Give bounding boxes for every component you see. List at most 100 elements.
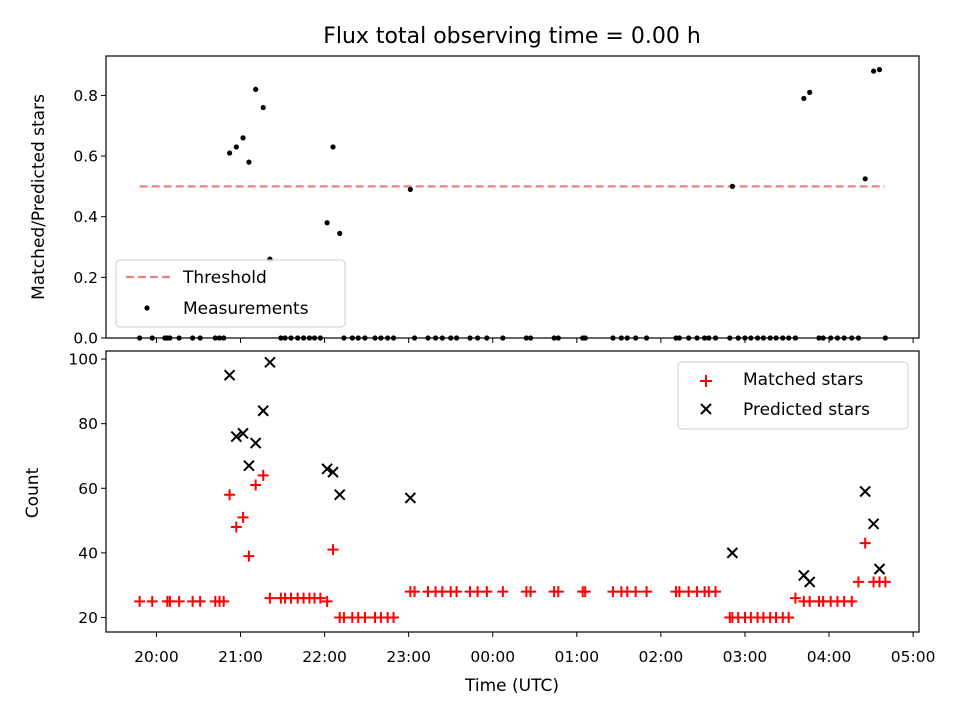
legend-predicted-marker bbox=[700, 403, 712, 415]
measurement-point bbox=[773, 335, 779, 341]
top-y-tick-label: 0.0 bbox=[73, 330, 98, 348]
measurement-point bbox=[500, 335, 506, 341]
measurement-point bbox=[706, 335, 712, 341]
matched-star-point bbox=[321, 595, 333, 607]
matched-star-point bbox=[673, 586, 685, 598]
measurement-point bbox=[735, 335, 741, 341]
measurement-point bbox=[820, 335, 826, 341]
x-axis-label: Time (UTC) bbox=[464, 676, 559, 696]
measurement-point bbox=[349, 335, 355, 341]
matched-star-point bbox=[497, 586, 509, 598]
measurement-point bbox=[767, 335, 773, 341]
legend-threshold-label: Threshold bbox=[182, 268, 267, 288]
x-tick-label: 02:00 bbox=[639, 648, 684, 666]
matched-star-point bbox=[789, 592, 801, 604]
measurement-point bbox=[337, 230, 343, 236]
measurement-point bbox=[855, 335, 862, 341]
measurement-point bbox=[324, 220, 330, 226]
x-tick-label: 20:00 bbox=[134, 648, 179, 666]
predicted-star-point bbox=[321, 463, 333, 475]
matched-star-point bbox=[579, 586, 591, 598]
x-tick-label: 21:00 bbox=[218, 648, 263, 666]
measurement-point bbox=[712, 335, 719, 341]
top-legend-box bbox=[115, 259, 346, 328]
x-tick-label: 00:00 bbox=[470, 648, 515, 666]
matched-star-point bbox=[783, 611, 795, 623]
matched-star-point bbox=[218, 595, 230, 607]
matched-star-point bbox=[525, 586, 537, 598]
measurement-point bbox=[484, 335, 490, 341]
measurement-point bbox=[882, 335, 888, 341]
bottom-legend: Matched stars Predicted stars bbox=[677, 361, 909, 430]
matched-star-point bbox=[630, 586, 642, 598]
matched-star-point bbox=[852, 576, 864, 588]
measurement-point bbox=[362, 335, 368, 341]
bottom-plot-content bbox=[134, 356, 891, 623]
matched-star-point bbox=[710, 586, 722, 598]
x-tick-label: 23:00 bbox=[386, 648, 431, 666]
measurement-point bbox=[355, 335, 361, 341]
matched-star-point bbox=[146, 595, 158, 607]
measurement-point bbox=[694, 335, 700, 341]
measurement-point bbox=[212, 335, 218, 341]
bottom-plot-area bbox=[105, 350, 920, 633]
matched-star-point bbox=[846, 595, 858, 607]
measurement-point bbox=[792, 335, 799, 341]
measurement-point bbox=[167, 335, 173, 341]
measurement-point bbox=[801, 95, 807, 102]
measurement-point bbox=[385, 335, 391, 341]
predicted-star-point bbox=[726, 547, 739, 559]
matched-star-point bbox=[164, 595, 176, 607]
measurement-point bbox=[278, 335, 284, 341]
measurement-point bbox=[686, 335, 692, 341]
measurement-point bbox=[253, 86, 259, 92]
matched-star-point bbox=[314, 592, 326, 604]
top-y-tick-label: 0.8 bbox=[73, 87, 98, 105]
measurement-point bbox=[849, 335, 855, 341]
measurement-point bbox=[311, 335, 318, 341]
bottom-y-tick-label: 20 bbox=[78, 609, 98, 627]
matched-star-point bbox=[173, 595, 185, 607]
matched-star-point bbox=[804, 595, 816, 607]
top-y-tick-label: 0.4 bbox=[73, 208, 98, 226]
measurement-point bbox=[300, 335, 307, 341]
x-tick-label: 03:00 bbox=[723, 648, 768, 666]
predicted-star-point bbox=[264, 356, 276, 369]
measurement-point bbox=[306, 335, 313, 341]
matched-star-point bbox=[230, 521, 242, 533]
top-plot-area bbox=[105, 55, 920, 339]
measurement-point bbox=[330, 144, 336, 150]
measurement-point bbox=[341, 335, 347, 341]
measurement-point bbox=[816, 335, 822, 341]
top-y-ticks: 0.0 0.2 0.4 0.6 0.8 bbox=[73, 87, 914, 348]
measurement-point bbox=[754, 335, 761, 341]
predicted-star-point bbox=[237, 427, 249, 440]
measurement-point bbox=[432, 335, 439, 341]
measurement-point bbox=[760, 335, 767, 341]
matched-star-point bbox=[879, 576, 891, 588]
measurement-point bbox=[288, 335, 294, 341]
measurement-point bbox=[221, 335, 227, 341]
x-tick-label: 04:00 bbox=[807, 648, 852, 666]
legend-matched-label: Matched stars bbox=[743, 370, 863, 390]
matched-star-point bbox=[859, 537, 871, 549]
measurement-point bbox=[137, 335, 143, 341]
measurement-point bbox=[378, 335, 384, 341]
measurement-point bbox=[390, 335, 397, 341]
measurement-point bbox=[624, 335, 630, 341]
measurement-point bbox=[246, 159, 252, 165]
measurement-point bbox=[176, 335, 182, 341]
matched-star-point bbox=[641, 586, 653, 598]
measurement-point bbox=[862, 176, 868, 182]
bottom-y-axis-label: Count bbox=[23, 467, 43, 518]
measurement-point bbox=[425, 335, 431, 341]
bottom-y-tick-label: 100 bbox=[68, 351, 98, 369]
measurement-point bbox=[240, 135, 246, 141]
bottom-axis-ticks: 20 40 60 80 100 20:00 21:00 22:00 23:00 00:00 01:0… bbox=[68, 351, 935, 666]
figure-title: Flux total observing time = 0.00 h bbox=[323, 24, 701, 49]
matched-star-point bbox=[224, 489, 236, 501]
legend-predicted-label: Predicted stars bbox=[743, 400, 870, 420]
matched-star-point bbox=[388, 611, 400, 623]
measurement-point bbox=[729, 183, 735, 189]
measurement-point bbox=[523, 335, 529, 341]
